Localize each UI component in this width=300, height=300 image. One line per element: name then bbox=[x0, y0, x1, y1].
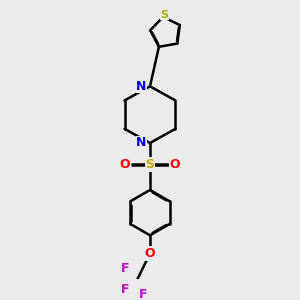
Text: N: N bbox=[136, 80, 147, 93]
Text: N: N bbox=[136, 136, 147, 149]
Text: S: S bbox=[160, 10, 168, 20]
Text: O: O bbox=[120, 158, 130, 171]
Text: O: O bbox=[169, 158, 180, 171]
Text: F: F bbox=[121, 283, 129, 296]
Text: F: F bbox=[121, 262, 129, 275]
Text: S: S bbox=[146, 158, 154, 171]
Text: O: O bbox=[145, 247, 155, 260]
Text: F: F bbox=[139, 288, 148, 300]
